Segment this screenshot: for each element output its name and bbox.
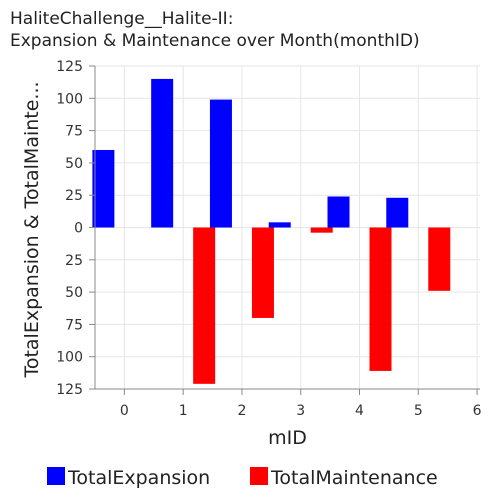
x-tick-label: 3 [296,403,305,419]
x-tick-label: 0 [120,403,129,419]
bar-totalexpansion-0 [92,149,115,228]
legend-label-totalexpansion: TotalExpansion [67,467,210,489]
y-tick-label: 0 [74,221,83,237]
bar-totalexpansion-3 [268,222,291,228]
x-tick-label: 1 [179,403,188,419]
x-tick-label: 4 [355,403,364,419]
axis-layer: 125 100 75 50 25 0 25 50 75 100 125 0 1 2 3 4 5 6 [56,59,481,419]
legend-label-totalmaintenance: TotalMaintenance [270,467,438,489]
bar-totalmaintenance-2 [251,227,274,318]
legend-swatch-totalmaintenance [250,467,268,485]
chart-title-line-1: HaliteChallenge__Halite-II: [10,9,234,29]
legend-swatch-totalexpansion [47,467,65,485]
y-tick-label: 125 [56,382,83,398]
y-tick-label: 25 [65,253,83,269]
bar-totalexpansion-5 [386,197,409,228]
x-tick-label: 2 [237,403,246,419]
y-tick-label: 75 [65,124,83,140]
x-axis-label: mID [268,427,307,449]
y-tick-label: 25 [65,188,83,204]
bar-totalmaintenance-1 [193,227,216,384]
y-tick-label: 100 [56,91,83,107]
bar-totalmaintenance-5 [428,227,451,291]
y-tick-label: 100 [56,350,83,366]
bar-totalmaintenance-3 [310,227,333,233]
x-tick-label: 6 [473,403,482,419]
y-axis-label: TotalExpansion & TotalMainte... [21,81,43,378]
y-tick-label: 75 [65,317,83,333]
bar-totalexpansion-4 [327,196,350,228]
y-tick-label: 125 [56,59,83,75]
y-tick-label: 50 [65,285,83,301]
legend: TotalExpansion TotalMaintenance [47,467,438,489]
chart-title: HaliteChallenge__Halite-II: Expansion & … [10,8,420,52]
x-tick-label: 5 [414,403,423,419]
bars-layer [92,78,451,384]
chart-title-line-2: Expansion & Maintenance over Month(month… [10,31,420,51]
y-tick-label: 50 [65,156,83,172]
bar-totalexpansion-2 [209,99,232,228]
bar-totalexpansion-1 [151,78,174,228]
bar-totalmaintenance-4 [369,227,392,371]
